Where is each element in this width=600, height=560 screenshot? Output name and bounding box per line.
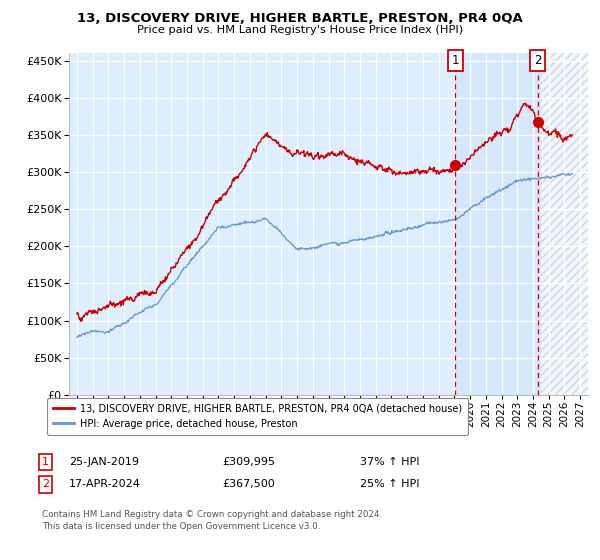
Text: Contains HM Land Registry data © Crown copyright and database right 2024.: Contains HM Land Registry data © Crown c… xyxy=(42,510,382,519)
Legend: 13, DISCOVERY DRIVE, HIGHER BARTLE, PRESTON, PR4 0QA (detached house), HPI: Aver: 13, DISCOVERY DRIVE, HIGHER BARTLE, PRES… xyxy=(47,398,468,435)
Text: 2: 2 xyxy=(42,479,49,489)
Text: 2: 2 xyxy=(534,54,541,67)
Text: Price paid vs. HM Land Registry's House Price Index (HPI): Price paid vs. HM Land Registry's House … xyxy=(137,25,463,35)
Text: 1: 1 xyxy=(42,457,49,467)
Text: 17-APR-2024: 17-APR-2024 xyxy=(69,479,141,489)
Text: This data is licensed under the Open Government Licence v3.0.: This data is licensed under the Open Gov… xyxy=(42,522,320,531)
Text: 1: 1 xyxy=(452,54,459,67)
Text: £309,995: £309,995 xyxy=(222,457,275,467)
Text: 13, DISCOVERY DRIVE, HIGHER BARTLE, PRESTON, PR4 0QA: 13, DISCOVERY DRIVE, HIGHER BARTLE, PRES… xyxy=(77,12,523,25)
Bar xyxy=(455,53,541,395)
Text: £367,500: £367,500 xyxy=(222,479,275,489)
Text: 37% ↑ HPI: 37% ↑ HPI xyxy=(360,457,419,467)
Text: 25-JAN-2019: 25-JAN-2019 xyxy=(69,457,139,467)
Bar xyxy=(541,53,588,395)
Text: 25% ↑ HPI: 25% ↑ HPI xyxy=(360,479,419,489)
